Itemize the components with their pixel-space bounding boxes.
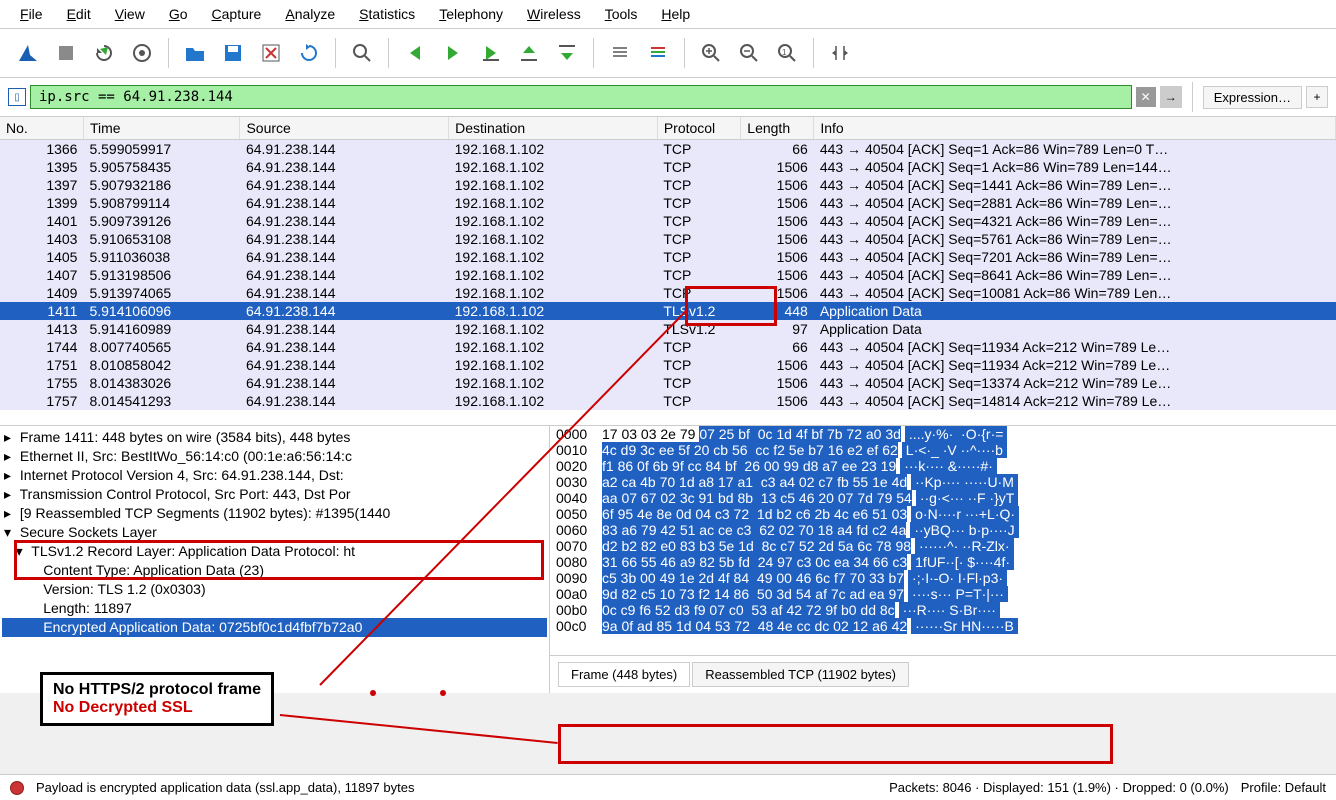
add-filter-button[interactable]: + [1306,86,1328,108]
detail-line[interactable]: Transmission Control Protocol, Src Port:… [2,485,547,504]
packet-row[interactable]: 1407 5.91319850664.91.238.144192.168.1.1… [0,266,1336,284]
detail-line[interactable]: Ethernet II, Src: BestItWo_56:14:c0 (00:… [2,447,547,466]
detail-line[interactable]: Length: 11897 [2,599,547,618]
hex-row: 00506f 95 4e 8e 0d 04 c3 72 1d b2 c6 2b … [550,506,1336,522]
hex-tabs: Frame (448 bytes)Reassembled TCP (11902 … [550,655,1336,693]
detail-line[interactable]: Content Type: Application Data (23) [2,561,547,580]
apply-filter-icon[interactable]: → [1160,86,1182,108]
resize-cols-icon[interactable] [822,35,858,71]
colorize-icon[interactable] [640,35,676,71]
first-icon[interactable] [511,35,547,71]
packet-row[interactable]: 1411 5.91410609664.91.238.144192.168.1.1… [0,302,1336,320]
hex-body: 000017 03 03 2e 79 07 25 bf 0c 1d 4f bf … [550,426,1336,634]
detail-line[interactable]: Encrypted Application Data: 0725bf0c1d4f… [2,618,547,637]
zoom-out-icon[interactable] [731,35,767,71]
menu-help[interactable]: Help [649,4,702,24]
packet-row[interactable]: 1403 5.91065310864.91.238.144192.168.1.1… [0,230,1336,248]
hex-row: 00c09a 0f ad 85 1d 04 53 72 48 4e cc dc … [550,618,1336,634]
jump-to-icon[interactable] [473,35,509,71]
menu-analyze[interactable]: Analyze [273,4,347,24]
expert-info-icon[interactable] [10,781,24,795]
menu-edit[interactable]: Edit [55,4,103,24]
hex-row: 000017 03 03 2e 79 07 25 bf 0c 1d 4f bf … [550,426,1336,442]
hex-row: 00b00c c9 f6 52 d3 f9 07 c0 53 af 42 72 … [550,602,1336,618]
detail-line[interactable]: TLSv1.2 Record Layer: Application Data P… [2,542,547,561]
annotation-textbox: No HTTPS/2 protocol frameNo Decrypted SS… [40,672,274,726]
packet-row[interactable]: 1401 5.90973912664.91.238.144192.168.1.1… [0,212,1336,230]
status-profile: Profile: Default [1241,780,1326,795]
next-icon[interactable] [435,35,471,71]
packet-bytes-pane[interactable]: 000017 03 03 2e 79 07 25 bf 0c 1d 4f bf … [550,426,1336,693]
menubar: FileEditViewGoCaptureAnalyzeStatisticsTe… [0,0,1336,29]
autoscroll-icon[interactable] [602,35,638,71]
packet-row[interactable]: 1395 5.90575843564.91.238.144192.168.1.1… [0,158,1336,176]
packet-row[interactable]: 1744 8.00774056564.91.238.144192.168.1.1… [0,338,1336,356]
hex-row: 0020f1 86 0f 6b 9f cc 84 bf 26 00 99 d8 … [550,458,1336,474]
menu-view[interactable]: View [103,4,157,24]
menu-capture[interactable]: Capture [200,4,274,24]
status-packets: Packets: 8046 · Displayed: 151 (1.9%) · … [889,780,1229,795]
menu-wireless[interactable]: Wireless [515,4,593,24]
close-icon[interactable] [253,35,289,71]
packet-row[interactable]: 1366 5.59905991764.91.238.144192.168.1.1… [0,140,1336,159]
options-icon[interactable] [124,35,160,71]
menu-go[interactable]: Go [157,4,200,24]
menu-telephony[interactable]: Telephony [427,4,515,24]
hex-row: 00104c d9 3c ee 5f 20 cb 56 cc f2 5e b7 … [550,442,1336,458]
svg-text:1: 1 [782,48,787,57]
status-bar: Payload is encrypted application data (s… [0,774,1336,800]
packet-row[interactable]: 1405 5.91103603864.91.238.144192.168.1.1… [0,248,1336,266]
hex-row: 00a09d 82 c5 10 73 f2 14 86 50 3d 54 af … [550,586,1336,602]
toolbar: 1 [0,29,1336,78]
zoom-reset-icon[interactable]: 1 [769,35,805,71]
reload-icon[interactable] [291,35,327,71]
packet-list-body: 1366 5.59905991764.91.238.144192.168.1.1… [0,140,1336,411]
packet-list-header: No.TimeSourceDestinationProtocolLengthIn… [0,117,1336,140]
detail-line[interactable]: Version: TLS 1.2 (0x0303) [2,580,547,599]
hex-row: 0040aa 07 67 02 3c 91 bd 8b 13 c5 46 20 … [550,490,1336,506]
detail-line[interactable]: Frame 1411: 448 bytes on wire (3584 bits… [2,428,547,447]
menu-tools[interactable]: Tools [593,4,650,24]
clear-filter-icon[interactable]: ✕ [1136,87,1156,107]
detail-line[interactable]: Secure Sockets Layer [2,523,547,542]
packet-list[interactable]: No.TimeSourceDestinationProtocolLengthIn… [0,117,1336,425]
status-payload: Payload is encrypted application data (s… [36,780,877,795]
shark-fin-icon[interactable] [10,35,46,71]
hex-tab[interactable]: Frame (448 bytes) [558,662,690,687]
packet-row[interactable]: 1409 5.91397406564.91.238.144192.168.1.1… [0,284,1336,302]
packet-row[interactable]: 1751 8.01085804264.91.238.144192.168.1.1… [0,356,1336,374]
zoom-in-icon[interactable] [693,35,729,71]
filter-bar: ▯ ✕ → Expression… + [0,78,1336,117]
hex-row: 0090c5 3b 00 49 1e 2d 4f 84 49 00 46 6c … [550,570,1336,586]
packet-row[interactable]: 1397 5.90793218664.91.238.144192.168.1.1… [0,176,1336,194]
menu-statistics[interactable]: Statistics [347,4,427,24]
detail-line[interactable]: Internet Protocol Version 4, Src: 64.91.… [2,466,547,485]
hex-row: 0070d2 b2 82 e0 83 b3 5e 1d 8c c7 52 2d … [550,538,1336,554]
menu-file[interactable]: File [8,4,55,24]
restart-icon[interactable] [86,35,122,71]
last-icon[interactable] [549,35,585,71]
packet-details-pane[interactable]: Frame 1411: 448 bytes on wire (3584 bits… [0,426,550,693]
packet-row[interactable]: 1399 5.90879911464.91.238.144192.168.1.1… [0,194,1336,212]
packet-row[interactable]: 1755 8.01438302664.91.238.144192.168.1.1… [0,374,1336,392]
packet-row[interactable]: 1757 8.01454129364.91.238.144192.168.1.1… [0,392,1336,410]
save-icon[interactable] [215,35,251,71]
hex-row: 0030a2 ca 4b 70 1d a8 17 a1 c3 a4 02 c7 … [550,474,1336,490]
hex-row: 008031 66 55 46 a9 82 5b fd 24 97 c3 0c … [550,554,1336,570]
display-filter-input[interactable] [30,85,1132,109]
find-icon[interactable] [344,35,380,71]
bookmark-icon[interactable]: ▯ [8,88,26,106]
expression-button[interactable]: Expression… [1203,86,1302,109]
stop-icon[interactable] [48,35,84,71]
hex-row: 006083 a6 79 42 51 ac ce c3 62 02 70 18 … [550,522,1336,538]
hex-tab[interactable]: Reassembled TCP (11902 bytes) [692,662,909,687]
prev-icon[interactable] [397,35,433,71]
open-icon[interactable] [177,35,213,71]
packet-row[interactable]: 1413 5.91416098964.91.238.144192.168.1.1… [0,320,1336,338]
detail-line[interactable]: [9 Reassembled TCP Segments (11902 bytes… [2,504,547,523]
